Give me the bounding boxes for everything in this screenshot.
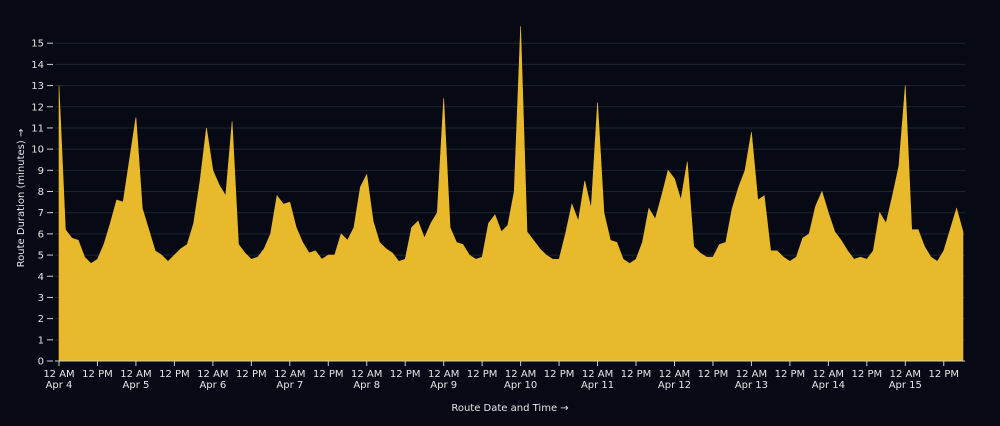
x-tick-sublabel: Apr 5	[123, 380, 150, 391]
x-tick-label: 12 PM	[390, 369, 421, 380]
x-tick-label: 12 AM	[274, 369, 305, 380]
x-tick-sublabel: Apr 9	[430, 380, 457, 391]
x-tick-sublabel: Apr 4	[46, 380, 73, 391]
x-tick-label: 12 PM	[928, 369, 959, 380]
x-tick-label: 12 AM	[505, 369, 536, 380]
y-tick-label: 7	[38, 208, 44, 219]
x-tick-sublabel: Apr 13	[735, 380, 768, 391]
x-tick-label: 12 AM	[197, 369, 228, 380]
y-tick-label: 5	[38, 251, 44, 262]
x-tick-sublabel: Apr 8	[353, 380, 380, 391]
x-tick-sublabel: Apr 15	[889, 380, 922, 391]
x-tick-label: 12 PM	[544, 369, 575, 380]
y-tick-label: 14	[31, 60, 44, 71]
x-tick-label: 12 AM	[351, 369, 382, 380]
x-tick-label: 12 PM	[852, 369, 883, 380]
y-tick-label: 3	[38, 293, 44, 304]
y-tick-label: 0	[38, 357, 44, 368]
y-tick-label: 2	[38, 314, 44, 325]
x-tick-label: 12 AM	[120, 369, 151, 380]
x-tick-label: 12 AM	[659, 369, 690, 380]
x-tick-label: 12 AM	[890, 369, 921, 380]
x-tick-label: 12 AM	[43, 369, 74, 380]
y-tick-label: 12	[31, 102, 44, 113]
x-tick-sublabel: Apr 12	[658, 380, 691, 391]
x-tick-label: 12 AM	[736, 369, 767, 380]
x-tick-sublabel: Apr 6	[199, 380, 226, 391]
x-tick-label: 12 PM	[775, 369, 806, 380]
x-tick-label: 12 AM	[428, 369, 459, 380]
x-axis-label: Route Date and Time →	[451, 403, 568, 414]
x-tick-label: 12 PM	[236, 369, 267, 380]
x-tick-sublabel: Apr 7	[276, 380, 303, 391]
y-tick-label: 6	[38, 229, 44, 240]
x-tick-label: 12 PM	[313, 369, 344, 380]
y-axis-label: Route Duration (minutes) →	[16, 129, 27, 268]
area	[58, 26, 964, 362]
x-tick-sublabel: Apr 11	[581, 380, 614, 391]
x-tick-label: 12 PM	[698, 369, 729, 380]
y-tick-label: 1	[38, 335, 44, 346]
x-tick-label: 12 AM	[582, 369, 613, 380]
x-tick-label: 12 PM	[82, 369, 113, 380]
y-tick-label: 4	[38, 272, 44, 283]
x-tick-label: 12 PM	[159, 369, 190, 380]
y-tick-label: 9	[38, 166, 44, 177]
x-tick-sublabel: Apr 14	[812, 380, 845, 391]
y-tick-label: 13	[31, 81, 44, 92]
x-tick-sublabel: Apr 10	[504, 380, 537, 391]
x-tick-label: 12 AM	[813, 369, 844, 380]
y-tick-label: 10	[31, 145, 44, 156]
y-tick-label: 11	[31, 123, 44, 134]
y-tick-label: 8	[38, 187, 44, 198]
x-tick-label: 12 PM	[621, 369, 652, 380]
y-tick-label: 15	[31, 39, 44, 50]
x-tick-label: 12 PM	[467, 369, 498, 380]
